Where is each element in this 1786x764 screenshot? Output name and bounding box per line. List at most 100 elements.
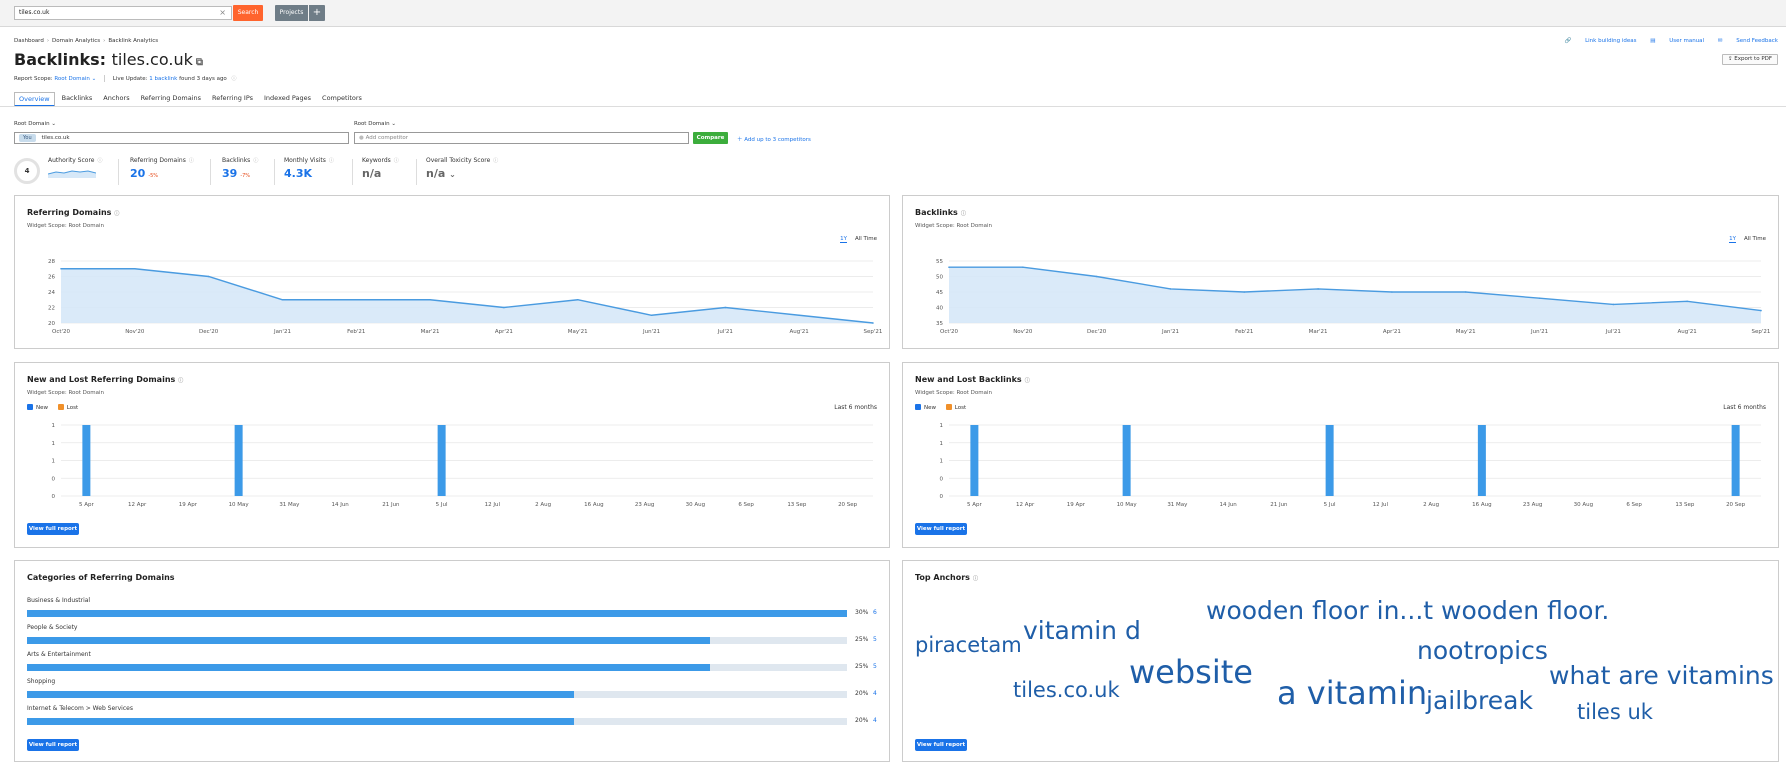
chevron-down-icon[interactable]: ⌄ [449,170,456,179]
legend-new-toggle[interactable]: New [27,404,48,411]
anchor-word[interactable]: tiles uk [1577,700,1653,724]
anchor-word[interactable]: website [1129,653,1253,691]
view-full-report-button[interactable]: View full report [27,739,79,751]
anchor-word[interactable]: wooden floor in...t wooden floor. [1206,596,1610,625]
info-icon[interactable]: ⓘ [960,211,966,217]
metric-backlinks-value[interactable]: 39 [222,167,238,180]
clear-icon[interactable]: × [219,8,226,17]
domain-search-input[interactable]: tiles.co.uk × [14,6,232,20]
legend-new-toggle[interactable]: New [915,404,936,411]
add-project-button[interactable]: + [309,5,325,21]
category-count-link[interactable]: 4 [873,717,877,724]
x-tick-label: 12 Jul [1373,502,1389,508]
info-icon[interactable]: ⓘ [393,158,399,164]
range-1y-button[interactable]: 1Y [840,236,847,243]
page-title-domain[interactable]: tiles.co.uk [111,50,193,69]
info-icon[interactable]: ⓘ [253,158,259,164]
anchor-word[interactable]: piracetam [915,633,1022,657]
referring-domains-chart[interactable]: 20 22 24 26 28 Oct'20 Nov'20 Dec'20 Jan'21 Feb'21… [15,196,891,350]
y-tick-label: 1 [940,459,944,465]
tab-referring-ips[interactable]: Referring IPs [212,94,254,102]
data-point [355,298,358,301]
scope-select-left[interactable]: Root Domain ⌄ [14,121,56,127]
info-icon[interactable]: ⓘ [188,158,194,164]
info-icon[interactable]: ⓘ [328,158,334,164]
tab-backlinks[interactable]: Backlinks [61,94,93,102]
info-icon[interactable]: ⓘ [97,158,103,164]
metric-ref-domains-value[interactable]: 20 [130,167,146,180]
metric-backlinks[interactable]: Backlinks ⓘ 39 -7% [222,157,258,180]
link-building-ideas-link[interactable]: 🔗 Link building ideas [1564,38,1637,44]
view-full-report-button[interactable]: View full report [27,523,79,535]
export-pdf-button[interactable]: ⇪ Export to PDF [1722,54,1778,65]
info-icon[interactable]: ⓘ [1024,378,1030,384]
chevron-down-icon[interactable]: ⌄ [89,76,97,82]
metric-referring-domains[interactable]: Referring Domains ⓘ 20 -5% [130,157,194,180]
tab-anchors[interactable]: Anchors [103,94,130,102]
category-count-link[interactable]: 5 [873,663,877,670]
legend-lost-toggle[interactable]: Lost [57,404,79,411]
legend-lost-toggle[interactable]: Lost [945,404,966,411]
external-link-icon[interactable]: ⧉ [195,57,203,68]
anchor-word[interactable]: vitamin d [1023,616,1141,645]
info-icon[interactable]: ⓘ [231,76,237,82]
new-lost-backlinks-chart[interactable]: 0 0 1 1 1 5 Apr 12 Apr 19 Apr 10 May 31 May 14 Jun… [903,363,1780,549]
live-update-link[interactable]: 1 backlink [149,76,178,82]
range-all-time-button[interactable]: All Time [1743,236,1766,242]
metric-toxicity-label: Overall Toxicity Score [426,157,491,164]
chart-legend: New Lost [27,404,78,411]
tab-overview[interactable]: Overview [14,92,55,107]
breadcrumb-domain-analytics[interactable]: Domain Analytics [52,38,101,44]
info-icon[interactable]: ⓘ [114,211,120,217]
metric-keywords-label: Keywords [362,157,391,164]
scope-select-right[interactable]: Root Domain ⌄ [354,121,396,127]
x-tick-label: 23 Aug [1523,502,1543,508]
info-icon[interactable]: ⓘ [178,378,184,384]
anchor-word[interactable]: a vitamin [1277,674,1428,712]
info-icon[interactable]: ⓘ [972,576,978,582]
add-competitors-link[interactable]: ＋ Add up to 3 competitors [737,135,811,143]
widget-scope-label: Widget Scope: Root Domain [27,223,105,229]
x-tick-label: Jul'21 [717,329,733,335]
x-tick-label: Sep'21 [864,329,883,335]
metric-monthly-visits[interactable]: Monthly Visits ⓘ 4.3K [284,157,334,180]
y-tick-label: 1 [52,459,56,465]
range-1y-button[interactable]: 1Y [1729,236,1736,243]
new-lost-backlinks-widget: New and Lost Backlinks ⓘ Widget Scope: Ro… [902,362,1779,548]
legend-lost-label: Lost [66,404,79,411]
anchor-word[interactable]: jailbreak [1426,686,1533,715]
widget-title: Top Anchors ⓘ [915,573,978,582]
category-count-link[interactable]: 6 [873,609,877,616]
search-button[interactable]: Search [233,5,263,21]
your-domain-field[interactable]: You tiles.co.uk [14,132,349,144]
user-manual-link[interactable]: ▤ User manual [1650,38,1705,44]
breadcrumb-dashboard[interactable]: Dashboard [14,38,44,44]
metric-backlinks-label: Backlinks [222,157,251,164]
tab-competitors[interactable]: Competitors [322,94,362,102]
competitor-input[interactable]: ● Add competitor [354,132,689,144]
x-tick-label: Mar'21 [421,329,440,335]
projects-button[interactable]: Projects [275,5,308,21]
tab-referring-domains[interactable]: Referring Domains [140,94,202,102]
new-bar [1731,425,1740,496]
tab-indexed-pages[interactable]: Indexed Pages [264,94,312,102]
category-count-link[interactable]: 5 [873,636,877,643]
anchor-word[interactable]: what are vitamins [1549,661,1774,690]
metric-ref-domains-delta: -5% [148,173,159,179]
metric-visits-value[interactable]: 4.3K [284,167,313,180]
send-feedback-link[interactable]: ✉ Send Feedback [1717,38,1778,44]
view-full-report-button[interactable]: View full report [915,523,967,535]
category-count-link[interactable]: 4 [873,690,877,697]
anchor-word[interactable]: tiles.co.uk [1013,678,1120,702]
range-all-time-button[interactable]: All Time [854,236,877,242]
compare-button[interactable]: Compare [693,132,728,144]
view-full-report-button[interactable]: View full report [915,739,967,751]
anchor-word[interactable]: nootropics [1417,636,1548,665]
x-tick-label: Mar'21 [1309,329,1328,335]
x-tick-label: Oct'20 [52,329,71,335]
info-icon[interactable]: ⓘ [493,158,499,164]
new-lost-referring-domains-chart[interactable]: 0 0 1 1 1 5 Apr 12 Apr 19 Apr 10 May 31 May 14 Jun… [15,363,891,549]
report-scope-dropdown[interactable]: Root Domain [54,76,90,82]
metric-toxicity[interactable]: Overall Toxicity Score ⓘ n/a ⌄ [426,157,498,180]
backlinks-chart[interactable]: 35 40 45 50 55 Oct'20 Nov'20 Dec'20 Jan'21 Feb'21… [903,196,1780,350]
